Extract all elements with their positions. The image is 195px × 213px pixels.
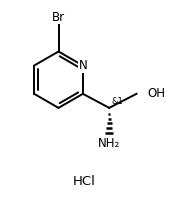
Text: &1: &1 xyxy=(112,97,123,106)
Text: NH₂: NH₂ xyxy=(98,137,120,150)
Text: N: N xyxy=(79,59,87,72)
Text: OH: OH xyxy=(147,87,165,100)
Text: Br: Br xyxy=(52,11,65,24)
Text: HCl: HCl xyxy=(72,175,95,188)
